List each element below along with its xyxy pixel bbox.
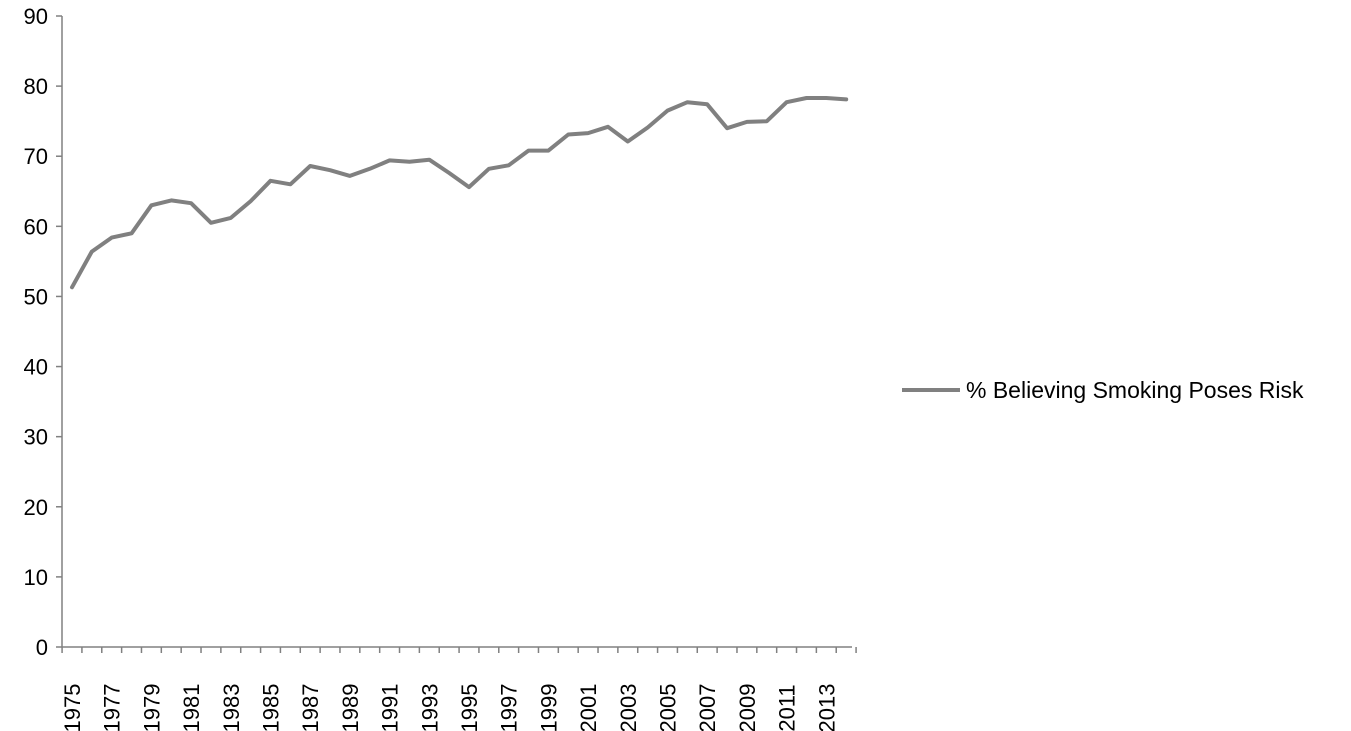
x-tick-label: 1991: [378, 684, 403, 731]
x-tick-label: 1999: [536, 684, 561, 731]
y-tick-label: 30: [24, 425, 48, 450]
x-tick-label: 1981: [179, 684, 204, 731]
x-tick-label: 1993: [417, 684, 442, 731]
x-tick-label: 1987: [298, 684, 323, 731]
y-tick-label: 50: [24, 284, 48, 309]
x-tick-label: 1979: [139, 684, 164, 731]
legend-label: % Believing Smoking Poses Risk: [966, 377, 1304, 403]
y-tick-label: 70: [24, 144, 48, 169]
y-tick-label: 0: [36, 635, 48, 660]
x-tick-label: 2013: [814, 684, 839, 731]
legend: % Believing Smoking Poses Risk: [902, 377, 1304, 403]
x-tick-label: 1985: [259, 684, 284, 731]
x-tick-label: 1995: [457, 684, 482, 731]
y-tick-label: 10: [24, 565, 48, 590]
x-tick-label: 1983: [219, 684, 244, 731]
y-tick-label: 60: [24, 214, 48, 239]
y-tick-label: 90: [24, 4, 48, 29]
x-tick-label: 2009: [735, 684, 760, 731]
y-tick-label: 20: [24, 495, 48, 520]
y-tick-label: 80: [24, 74, 48, 99]
x-axis: 1975 1977 1979 1981 1983 1985 1987 1989 1991 1993…: [60, 646, 857, 731]
series-line: [70, 96, 849, 290]
x-tick-label: 2005: [656, 684, 681, 731]
x-tick-label: 2003: [616, 684, 641, 731]
series-layer: [70, 96, 849, 290]
x-tick-label: 1997: [497, 684, 522, 731]
x-tick-label: 1975: [60, 684, 85, 731]
x-tick-label: 1977: [100, 684, 125, 731]
y-tick-label: 40: [24, 355, 48, 380]
x-tick-label: 1989: [338, 684, 363, 731]
y-axis: 0 10 20 30 40 50 60 70 80 90: [24, 4, 63, 660]
x-tick-label: 2007: [695, 684, 720, 731]
x-tick-label: 2011: [775, 684, 800, 731]
x-tick-label: 2001: [576, 684, 601, 731]
